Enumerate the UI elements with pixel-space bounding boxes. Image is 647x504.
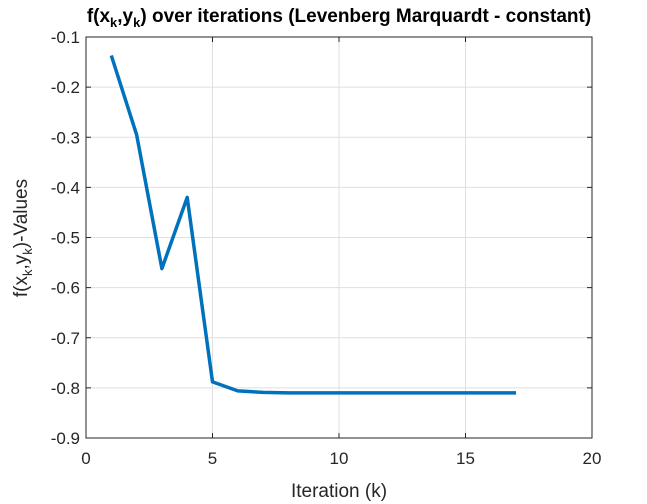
ylabel-prefix: f(x: [11, 276, 32, 298]
x-tick-label: 5: [208, 449, 217, 468]
y-tick-label: -0.2: [51, 78, 80, 97]
grid-lines: [86, 37, 592, 438]
y-tick-label: -0.5: [51, 229, 80, 248]
title-sub-2: k: [133, 15, 141, 30]
ylabel-mid: ,y: [11, 254, 32, 269]
y-tick-label: -0.4: [51, 178, 80, 197]
tick-layer: 0 5 10 15 20 -0.9 -0.8 -0.7 -0.6 -0.5 -0.4 -0.3 -0.2…: [51, 28, 602, 468]
y-tick-label: -0.8: [51, 379, 80, 398]
x-tick-label: 10: [330, 449, 349, 468]
y-tick-label: -0.9: [51, 429, 80, 448]
title-mid: ,y: [117, 6, 133, 27]
title-prefix: f(x: [87, 6, 111, 27]
series-line: [109, 54, 517, 395]
x-axis-label: Iteration (k): [291, 481, 387, 502]
y-tick-label: -0.3: [51, 128, 80, 147]
y-tick-label: -0.6: [51, 279, 80, 298]
x-tick-label: 20: [583, 449, 602, 468]
chart-title: f(xk,yk) over iterations (Levenberg Marq…: [87, 6, 591, 30]
y-tick-label: -0.1: [51, 28, 80, 47]
series-layer: [109, 54, 517, 395]
x-tick-label: 0: [81, 449, 90, 468]
x-tick-label: 15: [456, 449, 475, 468]
ylabel-suffix: )-Values: [11, 179, 32, 248]
ylabel-sub-2: k: [20, 248, 35, 255]
y-tick-label: -0.7: [51, 329, 80, 348]
title-suffix: ) over iterations (Levenberg Marquardt -…: [140, 6, 591, 27]
ylabel-sub-1: k: [20, 269, 35, 276]
title-sub-1: k: [110, 15, 118, 30]
y-axis-label: f(xk,yk)-Values: [11, 179, 35, 297]
